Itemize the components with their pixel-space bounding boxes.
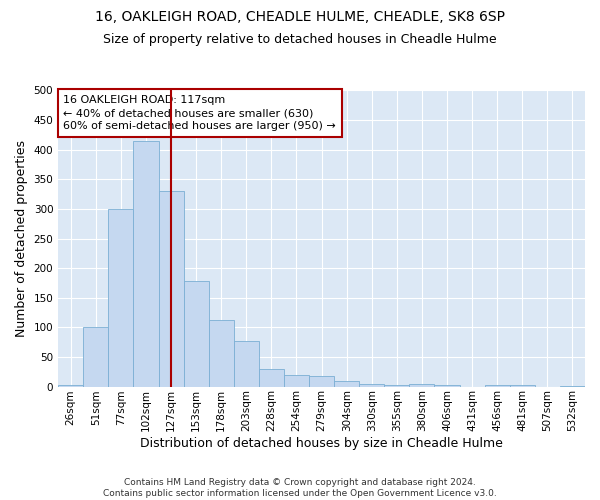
- Bar: [209, 320, 234, 386]
- Bar: [334, 380, 359, 386]
- Y-axis label: Number of detached properties: Number of detached properties: [15, 140, 28, 337]
- Bar: [83, 328, 109, 386]
- Bar: [158, 191, 184, 386]
- Bar: [409, 384, 434, 386]
- Bar: [385, 385, 409, 386]
- X-axis label: Distribution of detached houses by size in Cheadle Hulme: Distribution of detached houses by size …: [140, 437, 503, 450]
- Bar: [309, 376, 334, 386]
- Bar: [284, 374, 309, 386]
- Text: Size of property relative to detached houses in Cheadle Hulme: Size of property relative to detached ho…: [103, 32, 497, 46]
- Bar: [359, 384, 385, 386]
- Bar: [133, 141, 158, 386]
- Text: 16, OAKLEIGH ROAD, CHEADLE HULME, CHEADLE, SK8 6SP: 16, OAKLEIGH ROAD, CHEADLE HULME, CHEADL…: [95, 10, 505, 24]
- Text: Contains HM Land Registry data © Crown copyright and database right 2024.
Contai: Contains HM Land Registry data © Crown c…: [103, 478, 497, 498]
- Text: 16 OAKLEIGH ROAD: 117sqm
← 40% of detached houses are smaller (630)
60% of semi-: 16 OAKLEIGH ROAD: 117sqm ← 40% of detach…: [64, 95, 336, 132]
- Bar: [184, 281, 209, 386]
- Bar: [259, 369, 284, 386]
- Bar: [234, 341, 259, 386]
- Bar: [58, 385, 83, 386]
- Bar: [109, 209, 133, 386]
- Bar: [485, 385, 510, 386]
